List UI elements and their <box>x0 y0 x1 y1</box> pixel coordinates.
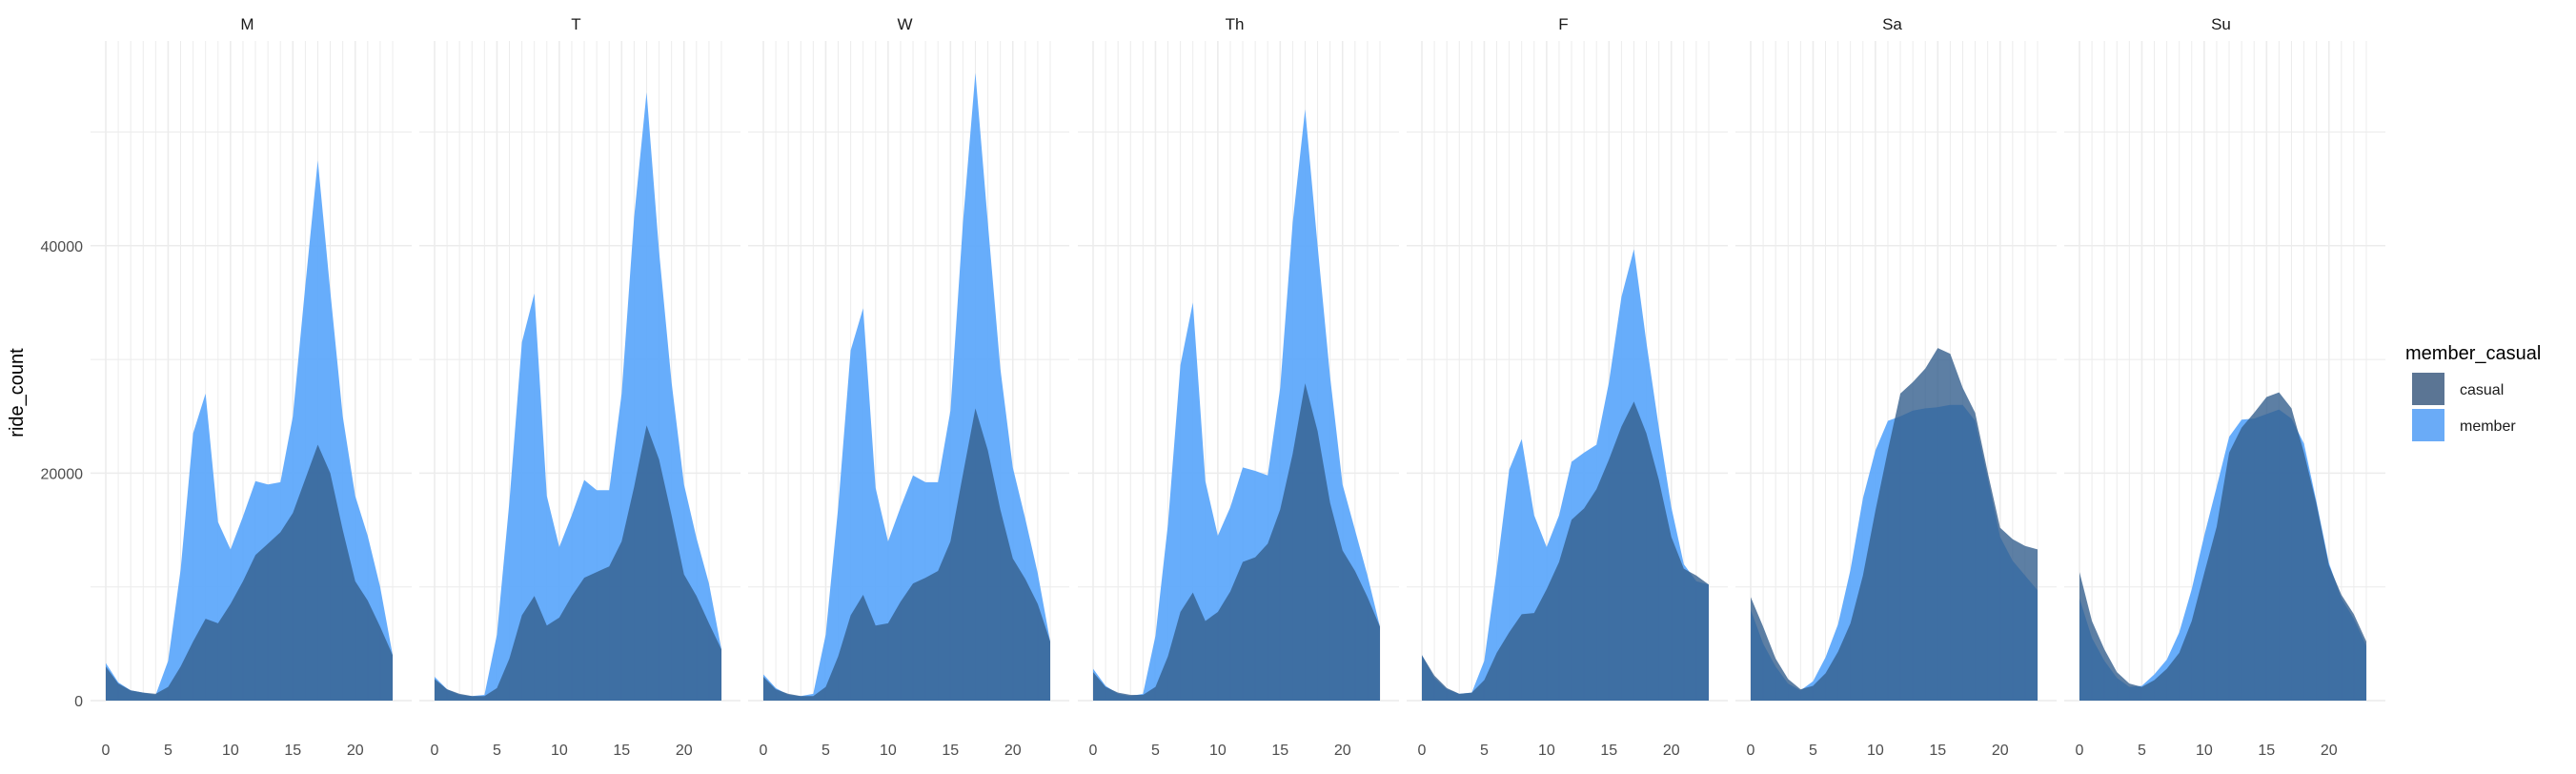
x-tick-label: 0 <box>1747 743 1755 759</box>
x-tick-label: 10 <box>1209 743 1227 759</box>
x-tick-label: 10 <box>2196 743 2213 759</box>
facet-strip-label: W <box>897 15 912 33</box>
facet-panel-F: F 0 5 10 15 20 <box>1407 15 1728 759</box>
legend-title: member_casual <box>2405 343 2541 364</box>
x-tick-label: 5 <box>493 743 501 759</box>
x-tick-label: 20 <box>1992 743 2009 759</box>
x-tick-label: 5 <box>164 743 172 759</box>
facet-panels: M 0 5 10 15 20 T 0 5 10 15 20 W 0 5 10 15 20 Th 0 5 10 15 20 F 0 5… <box>91 15 2385 759</box>
facet-panel-W: W 0 5 10 15 20 <box>748 15 1069 759</box>
x-tick-label: 0 <box>431 743 439 759</box>
x-tick-label: 15 <box>613 743 630 759</box>
y-tick-label: 40000 <box>41 239 84 255</box>
facet-panel-Su: Su 0 5 10 15 20 <box>2064 15 2385 759</box>
x-tick-label: 10 <box>551 743 568 759</box>
x-tick-label: 10 <box>1867 743 1884 759</box>
x-tick-label: 5 <box>1151 743 1160 759</box>
x-tick-label: 0 <box>1089 743 1098 759</box>
area-casual-Sa <box>1751 348 2038 701</box>
facet-strip-label: Th <box>1226 15 1245 33</box>
x-tick-label: 20 <box>1004 743 1022 759</box>
x-tick-label: 15 <box>284 743 301 759</box>
facet-panel-T: T 0 5 10 15 20 <box>419 15 740 759</box>
area-casual-W <box>763 408 1050 701</box>
x-tick-label: 20 <box>676 743 693 759</box>
facet-panel-Th: Th 0 5 10 15 20 <box>1078 15 1399 759</box>
legend-swatch-casual <box>2412 373 2444 405</box>
x-tick-label: 5 <box>1480 743 1489 759</box>
area-casual-M <box>106 444 393 701</box>
area-casual-Th <box>1093 383 1380 701</box>
facet-strip-label: Su <box>2211 15 2231 33</box>
x-tick-label: 15 <box>1929 743 1946 759</box>
facet-panel-M: M 0 5 10 15 20 <box>91 15 412 759</box>
facet-strip-label: Sa <box>1882 15 1902 33</box>
x-tick-label: 20 <box>1334 743 1351 759</box>
x-tick-label: 10 <box>222 743 239 759</box>
legend-swatch-member <box>2412 409 2444 441</box>
y-axis: 0 20000 40000 <box>41 239 84 710</box>
x-tick-label: 20 <box>2321 743 2338 759</box>
x-tick-label: 5 <box>2138 743 2146 759</box>
x-tick-label: 10 <box>880 743 897 759</box>
facet-strip-label: M <box>240 15 254 33</box>
x-tick-label: 20 <box>1663 743 1680 759</box>
x-tick-label: 15 <box>1600 743 1617 759</box>
x-tick-label: 15 <box>2258 743 2275 759</box>
y-axis-label: ride_count <box>7 348 28 438</box>
area-casual-F <box>1422 401 1709 701</box>
area-casual-T <box>435 425 721 701</box>
y-tick-label: 20000 <box>41 466 84 482</box>
facet-strip-label: F <box>1558 15 1568 33</box>
x-tick-label: 10 <box>1538 743 1555 759</box>
y-tick-label: 0 <box>74 694 83 710</box>
legend-label-member: member <box>2460 418 2516 435</box>
x-tick-label: 15 <box>942 743 959 759</box>
x-tick-label: 0 <box>2076 743 2084 759</box>
x-tick-label: 5 <box>821 743 830 759</box>
x-tick-label: 0 <box>760 743 768 759</box>
facet-strip-label: T <box>571 15 580 33</box>
x-tick-label: 5 <box>1809 743 1817 759</box>
x-tick-label: 0 <box>102 743 111 759</box>
x-tick-label: 0 <box>1418 743 1427 759</box>
facet-panel-Sa: Sa 0 5 10 15 20 <box>1735 15 2057 759</box>
legend-label-casual: casual <box>2460 382 2504 398</box>
x-tick-label: 20 <box>347 743 364 759</box>
x-tick-label: 15 <box>1271 743 1288 759</box>
legend: member_casual casual member <box>2405 343 2541 441</box>
area-casual-Su <box>2079 392 2366 701</box>
